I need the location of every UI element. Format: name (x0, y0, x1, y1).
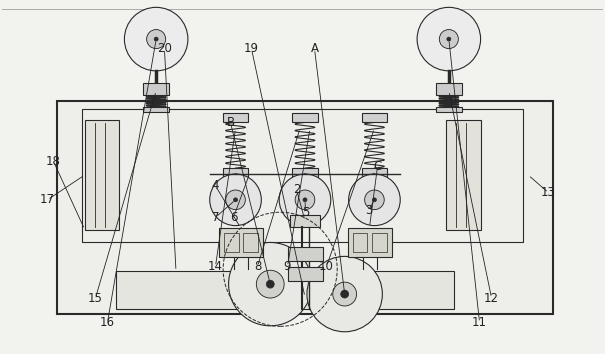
Circle shape (341, 290, 348, 298)
Circle shape (373, 198, 376, 202)
Text: 2: 2 (293, 183, 300, 196)
Bar (362, 168, 387, 178)
Text: 8: 8 (253, 260, 261, 273)
Bar (292, 168, 318, 178)
Text: 16: 16 (100, 316, 115, 329)
Circle shape (210, 174, 261, 225)
Bar (348, 228, 392, 257)
Bar (218, 228, 263, 257)
Bar (82, 109, 523, 242)
Circle shape (146, 30, 166, 48)
Circle shape (229, 242, 312, 326)
Bar (288, 267, 323, 281)
Text: A: A (310, 42, 318, 55)
Bar (143, 107, 169, 112)
Text: 14: 14 (208, 260, 223, 273)
Bar (143, 83, 169, 95)
Text: B: B (226, 116, 235, 129)
Bar (290, 215, 320, 227)
Circle shape (348, 174, 401, 225)
Bar (85, 120, 119, 230)
Text: 3: 3 (365, 204, 372, 217)
Circle shape (154, 37, 158, 41)
Bar (224, 233, 238, 252)
Circle shape (365, 190, 384, 210)
Circle shape (234, 198, 238, 202)
Bar (243, 233, 258, 252)
Text: 11: 11 (472, 316, 487, 329)
Bar (223, 113, 249, 122)
Text: C: C (373, 160, 382, 173)
Text: 18: 18 (46, 155, 61, 168)
Bar (446, 120, 480, 230)
Bar (292, 113, 318, 122)
Text: 4: 4 (212, 179, 219, 192)
Text: 10: 10 (319, 260, 334, 273)
Text: 19: 19 (244, 42, 259, 55)
Circle shape (333, 282, 356, 306)
Circle shape (303, 198, 307, 202)
Text: 15: 15 (88, 292, 103, 305)
Bar (288, 247, 323, 261)
Circle shape (279, 174, 331, 225)
Bar (436, 107, 462, 112)
Bar (57, 101, 553, 314)
Text: 13: 13 (541, 186, 556, 199)
Circle shape (226, 190, 246, 210)
Bar (362, 113, 387, 122)
Circle shape (417, 7, 480, 71)
Text: 6: 6 (230, 211, 237, 224)
Text: 17: 17 (40, 193, 55, 206)
Text: 12: 12 (484, 292, 499, 305)
Bar (353, 233, 367, 252)
Circle shape (439, 30, 459, 48)
Text: 7: 7 (212, 211, 219, 224)
Text: 5: 5 (302, 206, 309, 219)
Bar (436, 83, 462, 95)
Bar (373, 233, 387, 252)
Circle shape (295, 190, 315, 210)
Bar (117, 271, 454, 309)
Bar (223, 168, 249, 178)
Circle shape (266, 280, 274, 288)
Circle shape (125, 7, 188, 71)
Circle shape (447, 37, 451, 41)
Text: 20: 20 (157, 42, 172, 55)
Circle shape (307, 256, 382, 332)
Circle shape (257, 270, 284, 298)
Text: 9: 9 (284, 260, 291, 273)
